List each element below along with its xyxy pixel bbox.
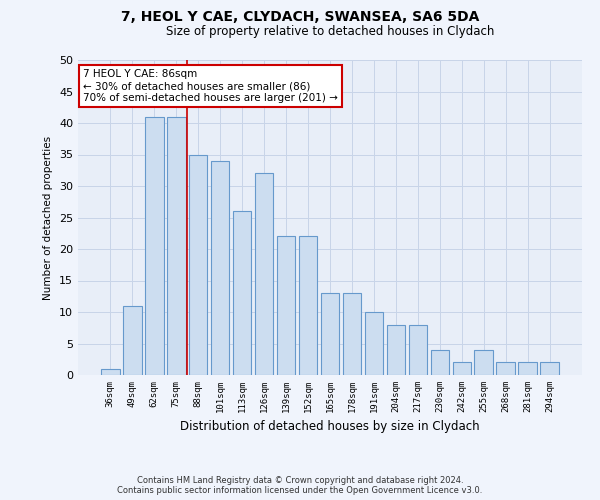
Bar bbox=[299, 236, 317, 375]
Bar bbox=[123, 306, 142, 375]
Bar bbox=[409, 324, 427, 375]
Bar bbox=[277, 236, 295, 375]
Bar bbox=[475, 350, 493, 375]
Text: 7 HEOL Y CAE: 86sqm
← 30% of detached houses are smaller (86)
70% of semi-detach: 7 HEOL Y CAE: 86sqm ← 30% of detached ho… bbox=[83, 70, 338, 102]
Bar bbox=[431, 350, 449, 375]
Bar bbox=[101, 368, 119, 375]
Bar bbox=[233, 211, 251, 375]
Bar bbox=[189, 154, 208, 375]
Text: 7, HEOL Y CAE, CLYDACH, SWANSEA, SA6 5DA: 7, HEOL Y CAE, CLYDACH, SWANSEA, SA6 5DA bbox=[121, 10, 479, 24]
Bar bbox=[386, 324, 405, 375]
X-axis label: Distribution of detached houses by size in Clydach: Distribution of detached houses by size … bbox=[180, 420, 480, 434]
Bar bbox=[518, 362, 537, 375]
Bar bbox=[452, 362, 471, 375]
Bar bbox=[145, 116, 164, 375]
Bar bbox=[541, 362, 559, 375]
Bar bbox=[496, 362, 515, 375]
Bar bbox=[167, 116, 185, 375]
Bar bbox=[343, 293, 361, 375]
Bar bbox=[255, 174, 274, 375]
Bar bbox=[211, 161, 229, 375]
Text: Contains HM Land Registry data © Crown copyright and database right 2024.
Contai: Contains HM Land Registry data © Crown c… bbox=[118, 476, 482, 495]
Title: Size of property relative to detached houses in Clydach: Size of property relative to detached ho… bbox=[166, 25, 494, 38]
Y-axis label: Number of detached properties: Number of detached properties bbox=[43, 136, 53, 300]
Bar bbox=[365, 312, 383, 375]
Bar bbox=[320, 293, 340, 375]
